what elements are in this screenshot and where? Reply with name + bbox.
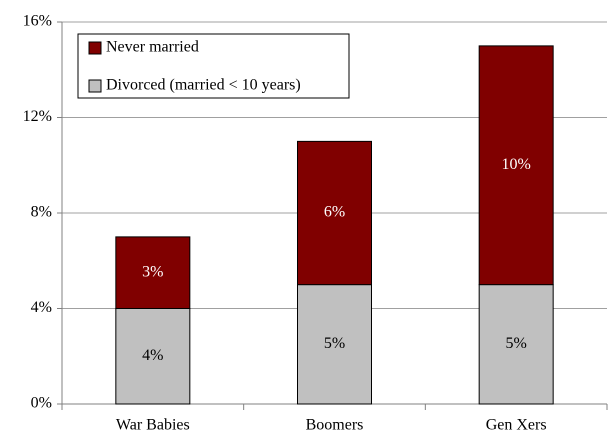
x-tick-label: Boomers (306, 417, 364, 434)
bar-segment (297, 140, 372, 286)
data-label: 4% (142, 347, 163, 364)
bar-segment (478, 45, 554, 286)
data-label: 6% (324, 204, 345, 221)
legend-swatch (88, 79, 102, 93)
legend-label: Divorced (married < 10 years) (106, 77, 301, 94)
data-label: 5% (324, 335, 345, 352)
bar-segment (478, 284, 554, 405)
y-tick-label: 8% (31, 204, 52, 221)
y-tick-label: 0% (31, 395, 52, 412)
bar-segment (297, 284, 372, 405)
x-tick-label: Gen Xers (486, 417, 547, 434)
bar-segment (115, 236, 191, 309)
legend-label: Never married (106, 39, 199, 56)
y-tick-label: 4% (31, 299, 52, 316)
legend-box (77, 33, 350, 99)
data-label: 10% (502, 156, 531, 173)
y-tick-label: 16% (23, 13, 52, 30)
x-tick-label: War Babies (116, 417, 190, 434)
data-label: 3% (142, 263, 163, 280)
legend-swatch (88, 41, 102, 55)
data-label: 5% (506, 335, 527, 352)
y-tick-label: 12% (23, 108, 52, 125)
